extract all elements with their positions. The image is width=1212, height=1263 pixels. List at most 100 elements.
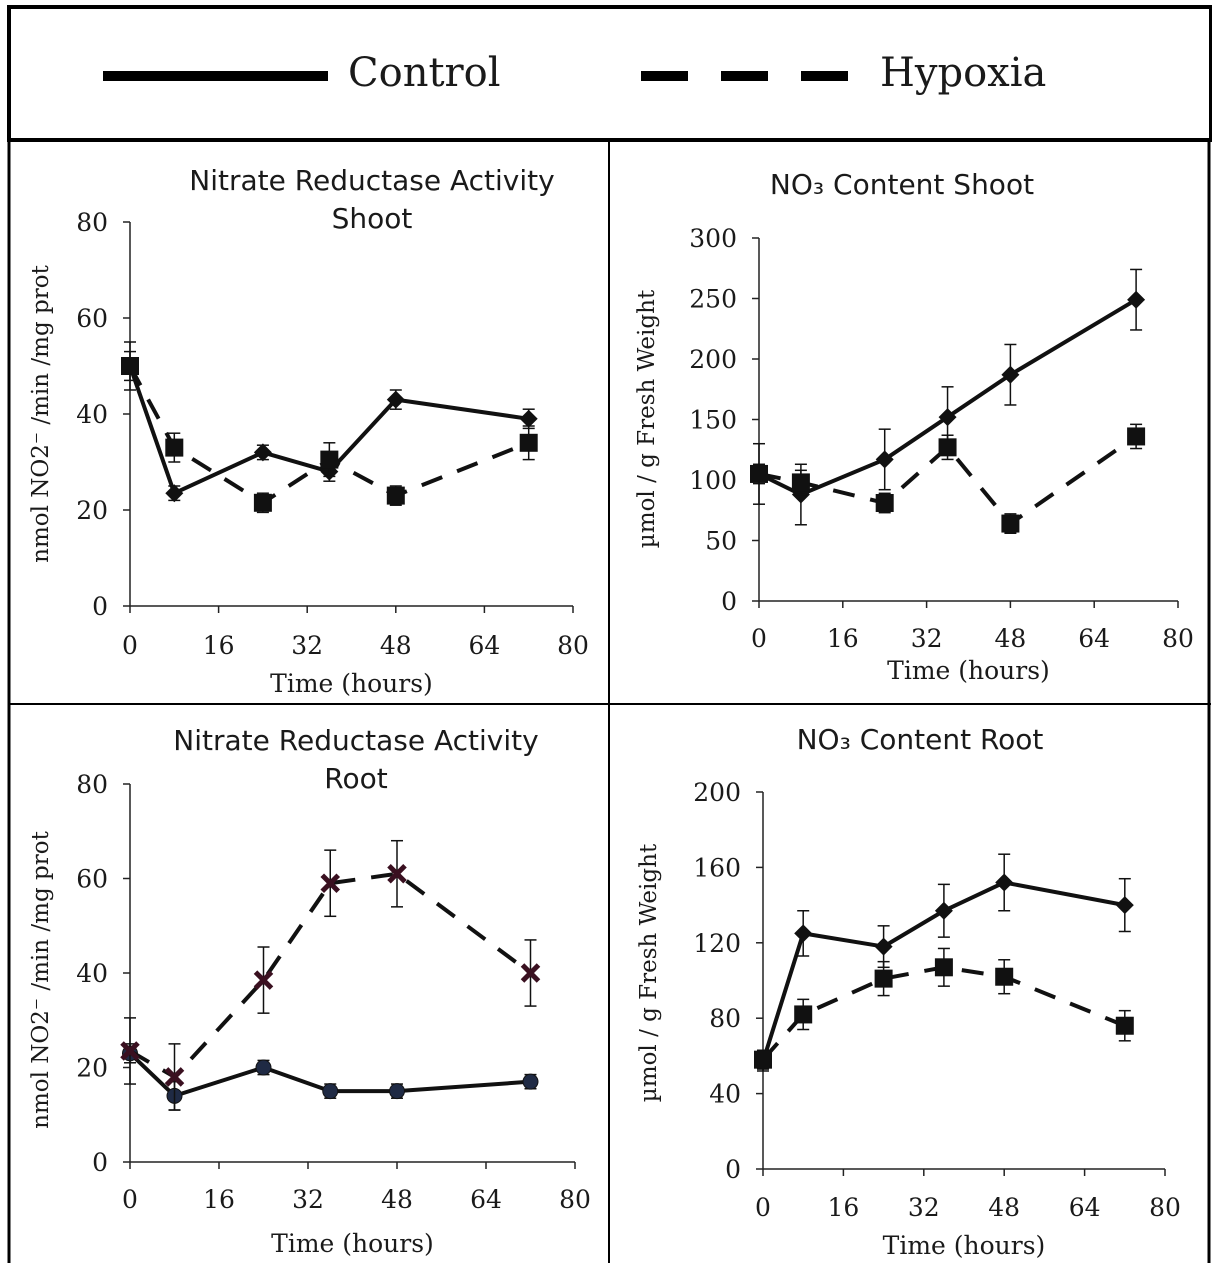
y-tick-label: 20 <box>76 496 108 525</box>
data-point-control <box>934 901 953 920</box>
y-tick-label: 60 <box>76 304 108 333</box>
x-tick-label: 16 <box>827 624 859 653</box>
chart-title: Nitrate Reductase Activity <box>189 164 554 197</box>
series-line-hypoxia <box>128 365 530 505</box>
y-tick-label: 80 <box>76 770 108 799</box>
data-point-hypoxia <box>1115 1016 1134 1035</box>
chart-nra-shoot: Nitrate Reductase Activity Shoot 0 20 40 60 80… <box>28 164 589 698</box>
data-point-hypoxia <box>520 963 541 983</box>
chart-nra-root: Nitrate Reductase Activity Root 0 20 40 60 80 0… <box>28 724 591 1258</box>
y-tick-label: 0 <box>721 587 737 616</box>
x-tick-label: 80 <box>1149 1193 1181 1222</box>
y-tick-label: 0 <box>92 592 108 621</box>
data-point-hypoxia <box>1001 514 1020 533</box>
data-point-hypoxia <box>791 473 810 492</box>
x-tick-label: 32 <box>292 1185 324 1214</box>
chart-no3-root: NO₃ Content Root 0 40 80 120 160 200 0 16 32 48 64 8… <box>636 723 1181 1260</box>
y-axis-label: µmol / g Fresh Weight <box>634 289 660 548</box>
data-point-hypoxia <box>253 970 274 990</box>
x-tick-label: 0 <box>122 631 138 660</box>
data-point-control <box>522 1073 539 1090</box>
x-tick-label: 0 <box>755 1193 771 1222</box>
x-tick-label: 64 <box>470 1185 502 1214</box>
data-point-hypoxia <box>938 438 957 457</box>
data-point-hypoxia <box>875 493 894 512</box>
data-point-control <box>389 1083 405 1100</box>
y-tick-label: 80 <box>709 1004 741 1033</box>
x-tick-label: 16 <box>827 1193 859 1222</box>
x-axis-label: Time (hours) <box>883 1231 1046 1260</box>
data-point-control <box>165 484 184 503</box>
data-point-control <box>255 1059 272 1076</box>
data-point-control <box>1001 365 1020 384</box>
y-tick-label: 0 <box>92 1148 108 1177</box>
data-point-control <box>253 443 272 462</box>
y-tick-label: 250 <box>689 285 737 314</box>
y-tick-label: 40 <box>76 400 108 429</box>
data-point-control <box>1127 290 1146 309</box>
x-axis-label: Time (hours) <box>887 656 1050 685</box>
x-tick-label: 16 <box>203 1185 235 1214</box>
x-tick-label: 64 <box>1078 624 1110 653</box>
series-line-control <box>128 1051 531 1098</box>
data-point-control <box>322 1083 339 1100</box>
y-tick-label: 150 <box>689 406 737 435</box>
x-axis-label: Time (hours) <box>270 669 433 698</box>
data-point-hypoxia <box>387 864 407 884</box>
data-point-control <box>386 390 405 409</box>
series-line-control <box>761 880 1126 1063</box>
legend-label-hypoxia: Hypoxia <box>880 50 1046 96</box>
y-axis-label: nmol NO2⁻ /min /mg prot <box>28 264 54 562</box>
x-tick-label: 32 <box>911 624 943 653</box>
x-tick-label: 16 <box>203 631 235 660</box>
y-tick-label: 80 <box>76 208 108 237</box>
data-point-hypoxia <box>874 969 893 988</box>
chart-no3-shoot: NO₃ Content Shoot 0 50 100 150 200 250 300 0 16 32… <box>634 168 1194 685</box>
data-point-hypoxia <box>121 357 139 375</box>
chart-title: NO₃ Content Root <box>797 723 1044 756</box>
y-tick-label: 100 <box>689 466 737 495</box>
x-tick-label: 48 <box>988 1193 1020 1222</box>
data-point-control <box>519 409 538 428</box>
y-tick-label: 0 <box>725 1155 741 1184</box>
chart-title: Nitrate Reductase Activity <box>173 724 538 757</box>
x-tick-label: 32 <box>908 1193 940 1222</box>
x-tick-label: 48 <box>994 624 1026 653</box>
series-line-control <box>128 365 529 496</box>
y-tick-label: 40 <box>76 959 108 988</box>
data-point-hypoxia <box>934 958 953 977</box>
x-tick-label: 64 <box>468 631 500 660</box>
data-point-control <box>794 924 813 943</box>
x-tick-label: 48 <box>380 631 412 660</box>
y-tick-label: 120 <box>693 929 741 958</box>
y-tick-label: 20 <box>76 1054 108 1083</box>
x-tick-label: 80 <box>1162 624 1194 653</box>
data-point-hypoxia <box>320 873 341 893</box>
y-tick-label: 160 <box>693 853 741 882</box>
data-point-hypoxia <box>995 967 1014 986</box>
x-tick-label: 32 <box>291 631 323 660</box>
data-point-hypoxia <box>754 1050 772 1069</box>
data-point-hypoxia <box>120 1041 140 1061</box>
y-tick-label: 300 <box>689 224 737 253</box>
data-point-control <box>1115 896 1134 915</box>
data-point-hypoxia <box>165 438 184 457</box>
y-tick-label: 40 <box>709 1080 741 1109</box>
series-line-hypoxia <box>758 434 1138 526</box>
x-tick-label: 0 <box>751 624 767 653</box>
y-axis-label: nmol NO2⁻ /min /mg prot <box>28 830 54 1128</box>
data-point-control <box>938 408 957 427</box>
x-tick-label: 80 <box>557 631 589 660</box>
x-tick-label: 80 <box>559 1185 591 1214</box>
data-point-hypoxia <box>1127 427 1146 446</box>
y-tick-label: 200 <box>693 778 741 807</box>
data-point-hypoxia <box>794 1005 813 1024</box>
data-point-control <box>995 873 1014 892</box>
data-point-control <box>875 450 894 469</box>
y-axis-label: µmol / g Fresh Weight <box>636 843 662 1102</box>
data-point-control <box>874 937 893 956</box>
data-point-hypoxia <box>253 493 272 512</box>
x-tick-label: 48 <box>381 1185 413 1214</box>
